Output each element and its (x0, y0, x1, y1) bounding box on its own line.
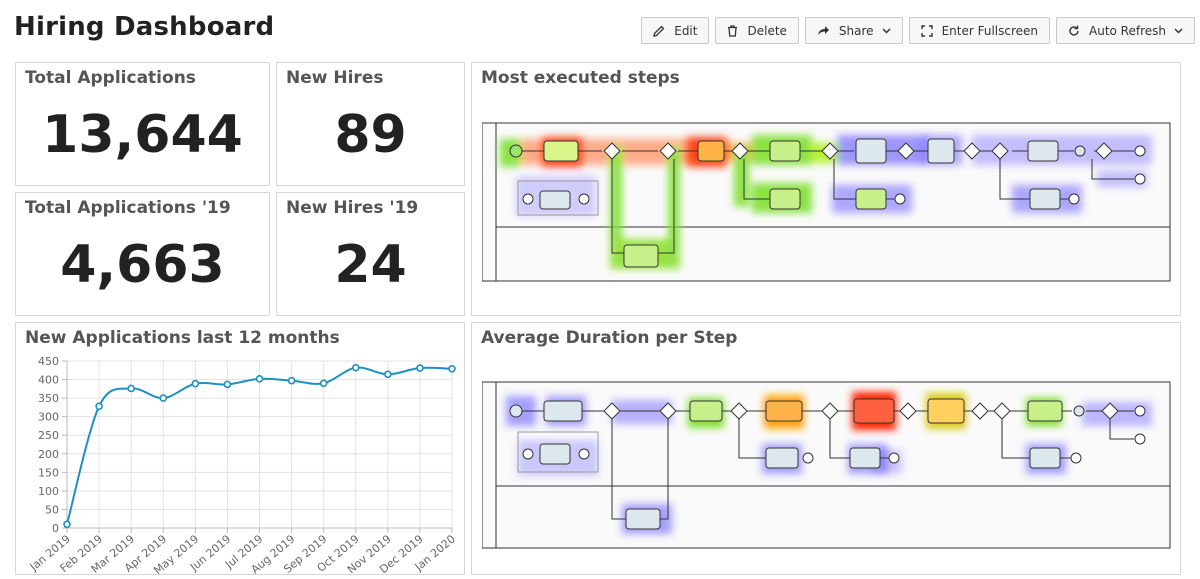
y-tick-label: 100 (38, 485, 59, 498)
y-tick-label: 200 (38, 448, 59, 461)
chevron-down-icon (882, 27, 891, 34)
data-point (448, 364, 456, 373)
kpi-value: 13,644 (42, 105, 243, 165)
y-tick-label: 250 (38, 429, 59, 442)
pencil-icon (653, 25, 665, 37)
fullscreen-icon (920, 24, 933, 37)
card-title: Average Duration per Step (481, 328, 738, 348)
data-point (159, 394, 168, 402)
y-tick-label: 300 (38, 411, 59, 424)
most-executed-steps-card: Most executed steps (471, 62, 1181, 316)
edit-button[interactable]: Edit (641, 17, 710, 44)
page-title: Hiring Dashboard (14, 12, 275, 42)
fullscreen-button-label: Enter Fullscreen (941, 23, 1038, 38)
kpi-value: 89 (334, 105, 407, 165)
data-point (255, 375, 264, 383)
y-tick-label: 350 (38, 392, 59, 405)
total-applications-card: Total Applications 13,644 (15, 62, 270, 186)
share-arrow-icon (817, 26, 829, 35)
data-point (319, 379, 328, 388)
data-point (223, 380, 232, 389)
share-button-label: Share (838, 23, 874, 38)
data-point (384, 370, 392, 379)
refresh-icon (1069, 25, 1079, 36)
average-duration-card: Average Duration per Step (471, 322, 1181, 575)
kpi-value: 24 (334, 235, 407, 295)
delete-button-label: Delete (747, 23, 787, 38)
auto-refresh-button[interactable]: Auto Refresh (1056, 17, 1195, 44)
y-tick-label: 0 (52, 522, 59, 535)
new-applications-chart-card: New Applications last 12 months 0 50 100 15… (15, 322, 465, 575)
data-point (191, 379, 200, 388)
share-button[interactable]: Share (804, 17, 903, 44)
card-title: Total Applications (25, 68, 196, 88)
trash-icon (728, 24, 738, 37)
kpi-value: 4,663 (60, 235, 225, 295)
bpmn-duration-diagram[interactable] (482, 380, 1172, 550)
y-tick-label: 450 (38, 355, 59, 368)
total-applications-19-card: Total Applications '19 4,663 (15, 192, 270, 316)
card-title: New Hires '19 (286, 198, 419, 218)
data-point (127, 384, 135, 393)
chevron-down-icon (1174, 27, 1183, 34)
edit-button-label: Edit (674, 23, 698, 38)
card-title: New Hires (286, 68, 384, 88)
y-tick-label: 50 (45, 503, 59, 516)
dashboard-toolbar: Edit Delete Share Enter Fullscreen Auto … (641, 17, 1195, 44)
y-tick-label: 150 (38, 466, 59, 479)
card-title: Total Applications '19 (25, 198, 231, 218)
delete-button[interactable]: Delete (715, 17, 799, 44)
card-title: Most executed steps (481, 68, 680, 88)
data-point (95, 402, 103, 411)
card-title: New Applications last 12 months (25, 328, 340, 348)
auto-refresh-button-label: Auto Refresh (1089, 23, 1166, 38)
data-point (351, 363, 360, 372)
data-point (63, 520, 71, 529)
data-point (287, 376, 296, 385)
data-point (416, 364, 424, 372)
fullscreen-button[interactable]: Enter Fullscreen (908, 17, 1050, 44)
bpmn-heatmap-diagram[interactable] (482, 121, 1172, 283)
new-hires-19-card: New Hires '19 24 (276, 192, 465, 316)
new-hires-card: New Hires 89 (276, 62, 465, 186)
y-tick-label: 400 (38, 374, 59, 387)
